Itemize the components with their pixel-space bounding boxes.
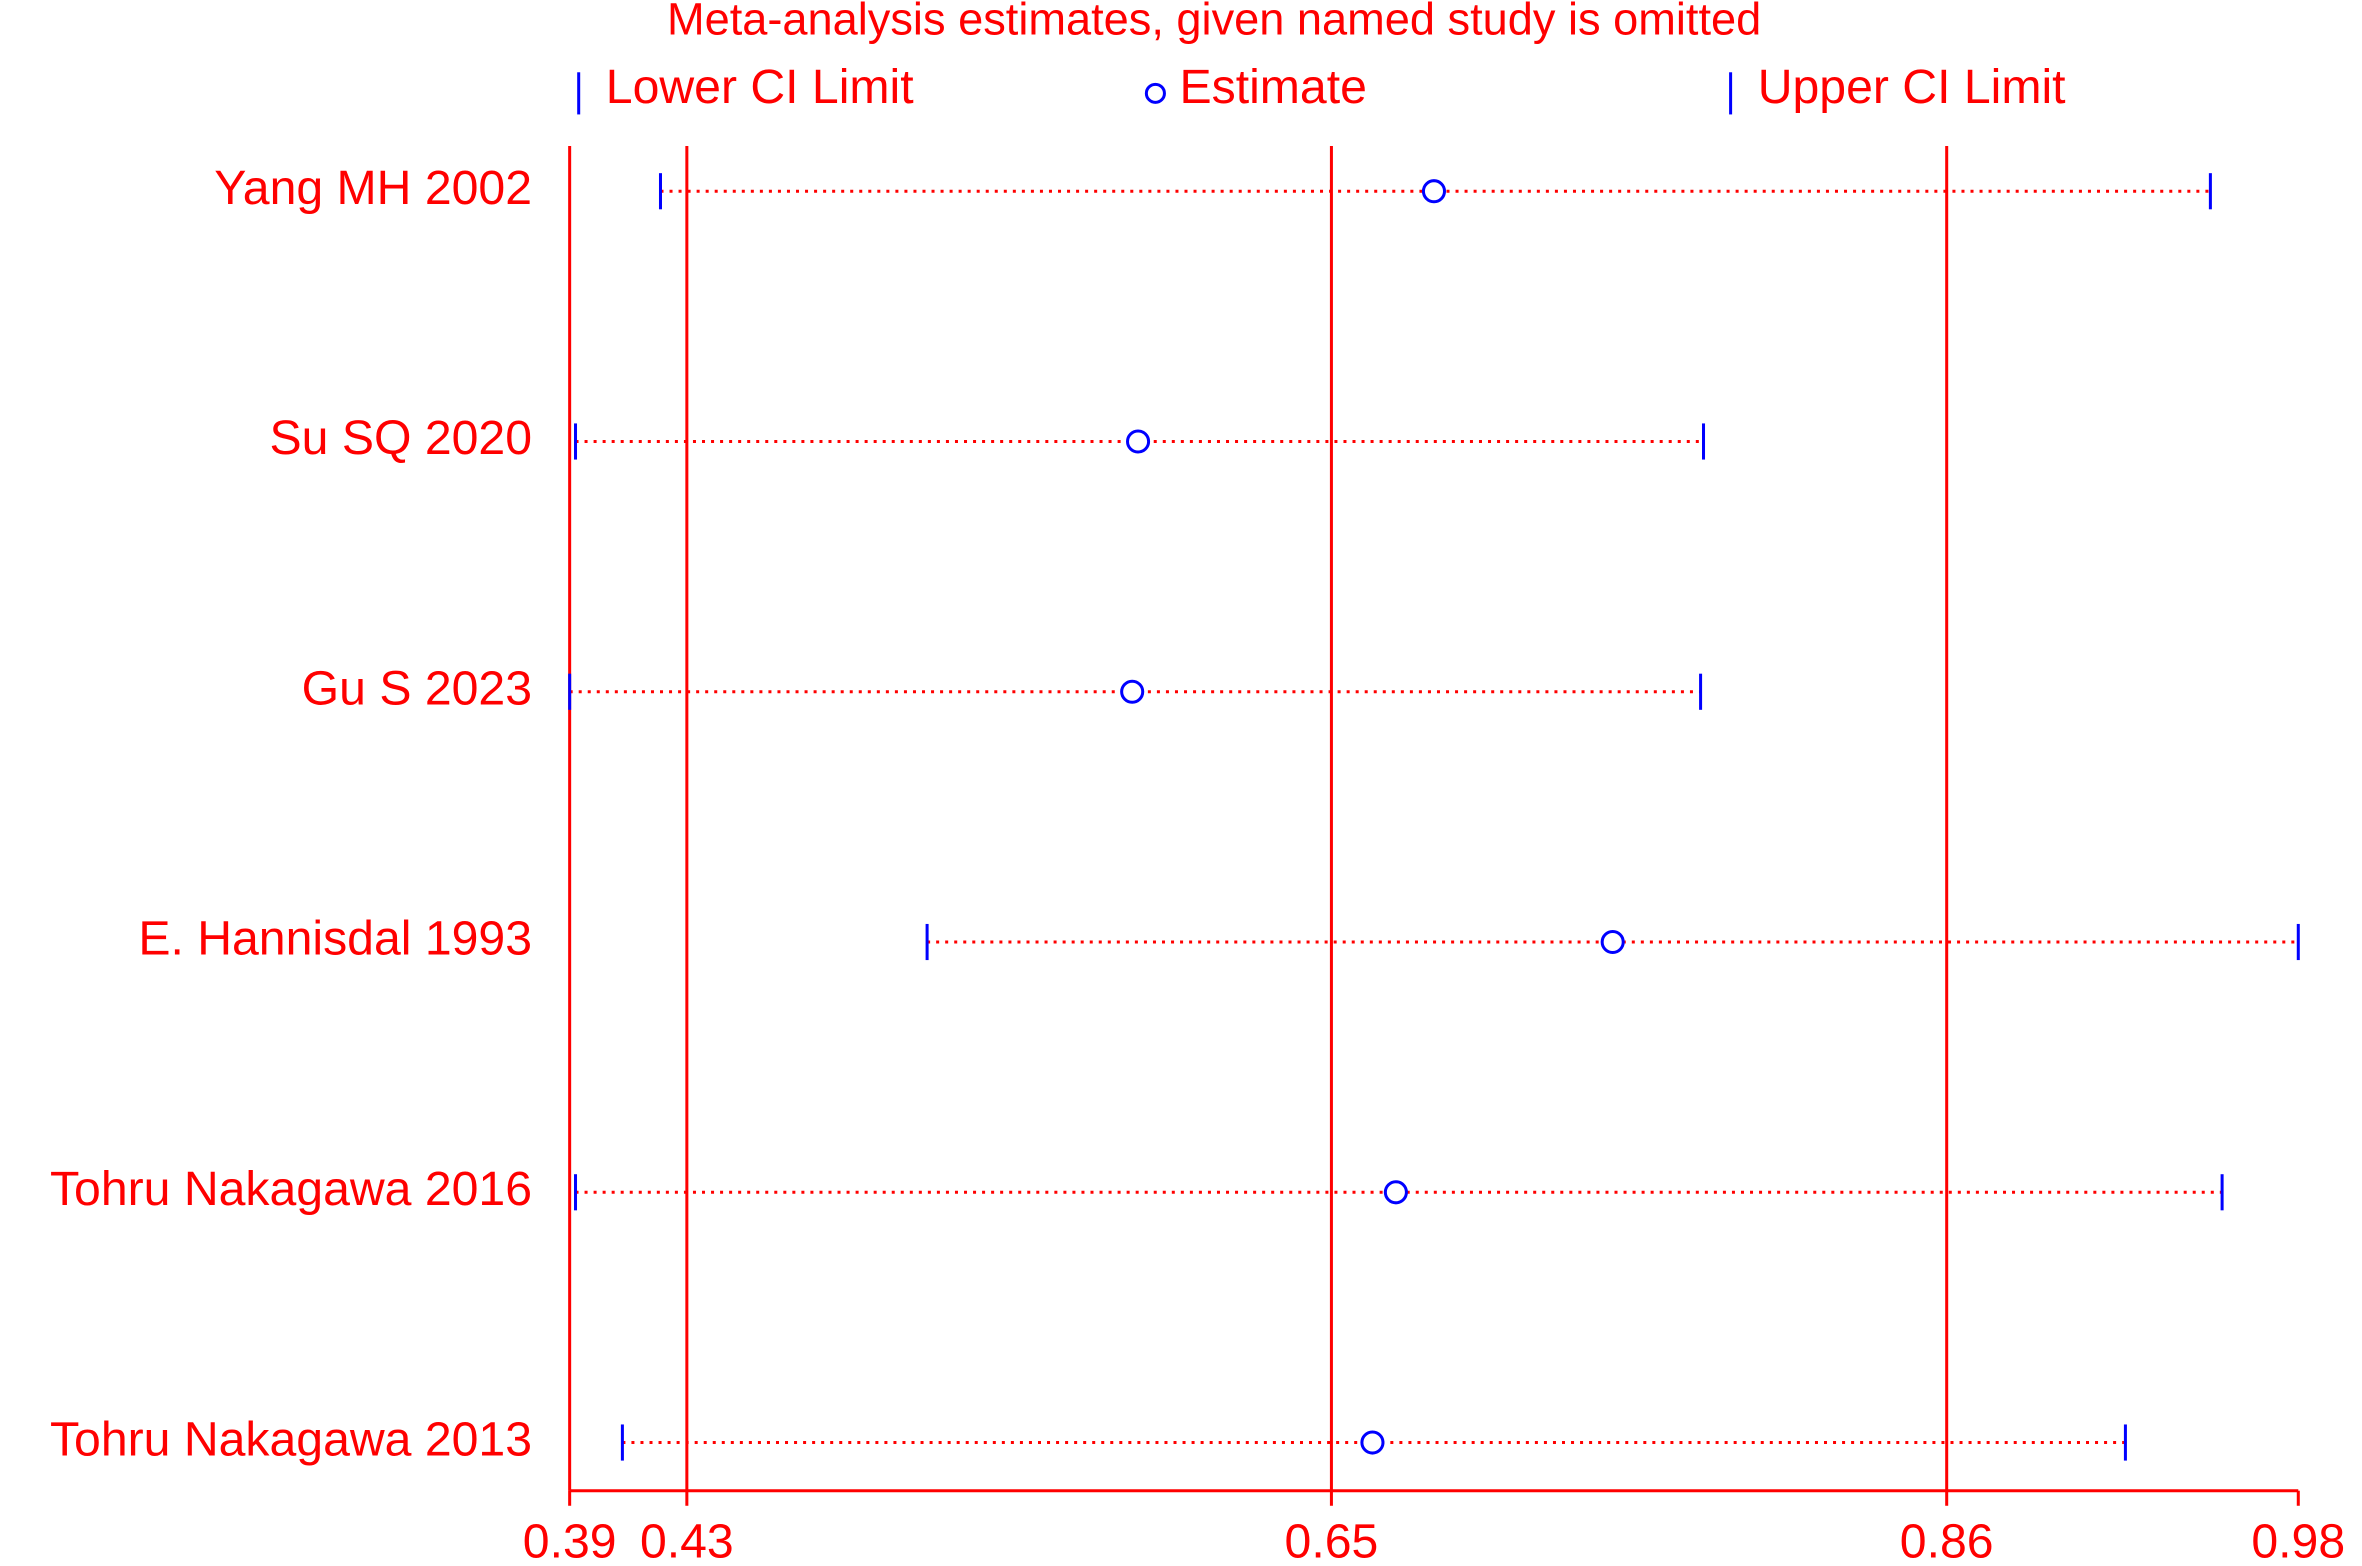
- x-tick-label: 0.65: [1285, 1515, 1379, 1566]
- x-tick-label: 0.98: [2251, 1515, 2345, 1566]
- estimate: [1421, 179, 1447, 204]
- y-tick-label: Su SQ 2020: [270, 411, 532, 465]
- estimate: [1360, 1430, 1385, 1455]
- y-tick-label: Yang MH 2002: [214, 161, 532, 215]
- estimate: [1383, 1180, 1408, 1205]
- estimate: [1120, 679, 1145, 704]
- estimate: [1600, 929, 1625, 955]
- x-tick-label: 0.43: [640, 1515, 734, 1566]
- y-tick-label: Tohru Nakagawa 2016: [50, 1162, 532, 1216]
- chart-title: Meta-analysis estimates, given named stu…: [667, 0, 1761, 45]
- y-tick-label: Gu S 2023: [302, 661, 532, 715]
- legend-label: Lower CI Limit: [606, 60, 914, 114]
- y-tick-label: Tohru Nakagawa 2013: [50, 1412, 532, 1466]
- legend-label: Upper CI Limit: [1758, 60, 2066, 114]
- estimate: [1126, 429, 1151, 454]
- x-tick-label: 0.86: [1900, 1515, 1994, 1566]
- legend-marker: [1144, 82, 1166, 104]
- x-tick-label: 0.39: [523, 1515, 617, 1566]
- legend-label: Estimate: [1179, 60, 1366, 114]
- y-tick-label: E. Hannisdal 1993: [138, 912, 532, 966]
